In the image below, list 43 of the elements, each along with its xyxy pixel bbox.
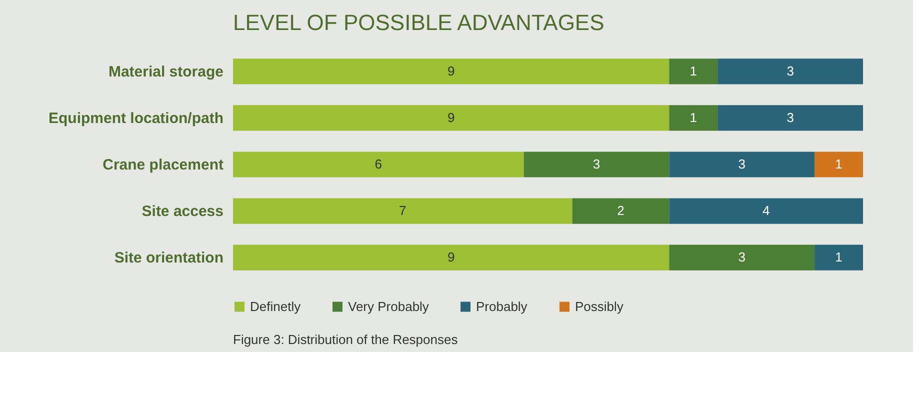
bar [814, 152, 863, 178]
caption: Figure 3: Distribution of the Responses [233, 332, 458, 347]
bar [233, 198, 572, 224]
legend-label: Definetly [250, 298, 302, 314]
bar [669, 58, 718, 84]
bar [669, 105, 718, 131]
data-label: 3 [738, 250, 746, 265]
legend-label: Very Probably [348, 298, 430, 314]
data-label: 1 [690, 110, 697, 125]
data-label: 3 [786, 110, 794, 125]
data-label: 1 [690, 63, 697, 78]
y-tick-label: Site access [142, 203, 224, 220]
data-label: 7 [399, 203, 406, 218]
data-label: 2 [617, 203, 624, 218]
bar [572, 198, 670, 224]
legend-label: Probably [476, 298, 528, 314]
y-tick-label: Site orientation [114, 250, 224, 267]
y-tick-label: Equipment location/path [48, 110, 224, 127]
bar [669, 198, 863, 224]
bar [233, 58, 670, 84]
data-label: 1 [835, 156, 842, 172]
data-label: 4 [762, 203, 770, 218]
bar [233, 105, 670, 131]
data-label: 3 [592, 156, 600, 172]
bar [718, 58, 863, 84]
data-label: 3 [786, 63, 794, 78]
y-tick-label: Crane placement [102, 156, 224, 174]
legend-label: Possibly [575, 298, 624, 314]
data-label: 3 [738, 156, 746, 172]
data-label: 9 [447, 63, 455, 78]
bar [233, 152, 524, 178]
bar [814, 244, 863, 270]
bar [669, 244, 815, 270]
data-label: 9 [447, 250, 455, 265]
data-label: 6 [374, 156, 382, 172]
bar [669, 152, 815, 178]
chart-title: LEVEL OF POSSIBLE ADVANTAGES [233, 10, 604, 35]
bar [718, 105, 863, 131]
data-label: 1 [835, 250, 842, 265]
y-tick-label: Material storage [108, 63, 224, 80]
bar [524, 152, 670, 178]
bar [233, 244, 670, 270]
data-label: 9 [447, 110, 455, 125]
